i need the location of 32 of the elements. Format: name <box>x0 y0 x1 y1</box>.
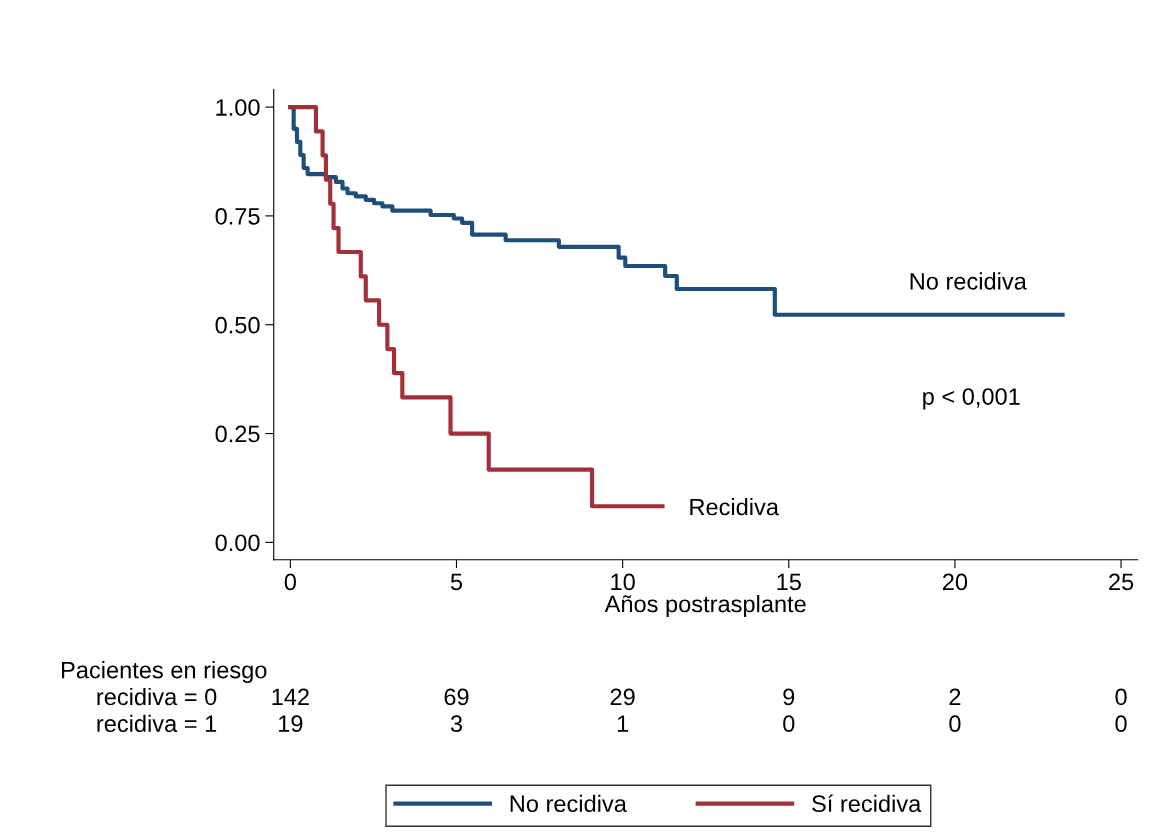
x-tick-label: 0 <box>284 573 296 591</box>
legend-label: No recidiva <box>510 794 627 813</box>
y-tick-label: 0.00 <box>215 534 260 552</box>
annotation: p < 0,001 <box>923 388 1020 410</box>
text: Pacientes en riesgo <box>62 661 267 684</box>
annotation: Recidiva <box>690 498 779 516</box>
x-axis-title: Años postrasplante <box>604 594 806 617</box>
y-tick-label: 0.75 <box>215 207 260 225</box>
y-tick-label: 0.50 <box>215 316 260 334</box>
text: recidiva = 1 <box>97 714 217 733</box>
text: 3 <box>450 715 463 733</box>
text: 0 <box>783 715 795 733</box>
legend-label: Sí recidiva <box>812 794 922 813</box>
text: 9 <box>783 688 795 706</box>
text: 0 <box>1115 715 1127 733</box>
text: recidiva = 0 <box>97 687 217 706</box>
text: 69 <box>444 688 469 706</box>
text: 0 <box>1115 688 1127 706</box>
x-tick-label: 15 <box>777 573 801 591</box>
x-tick-label: 5 <box>450 573 463 591</box>
text: 142 <box>272 688 309 705</box>
text: 2 <box>949 688 961 705</box>
y-tick-label: 0.25 <box>215 425 260 443</box>
text: 0 <box>949 715 961 733</box>
text: 29 <box>610 688 635 706</box>
y-tick-label: 1.00 <box>216 99 260 116</box>
annotation: No recidiva <box>910 272 1027 290</box>
text: 1 <box>617 715 629 732</box>
text: 19 <box>279 715 303 733</box>
x-tick-label: 20 <box>942 573 968 591</box>
x-tick-label: 10 <box>611 573 635 591</box>
x-tick-label: 25 <box>1109 573 1134 591</box>
